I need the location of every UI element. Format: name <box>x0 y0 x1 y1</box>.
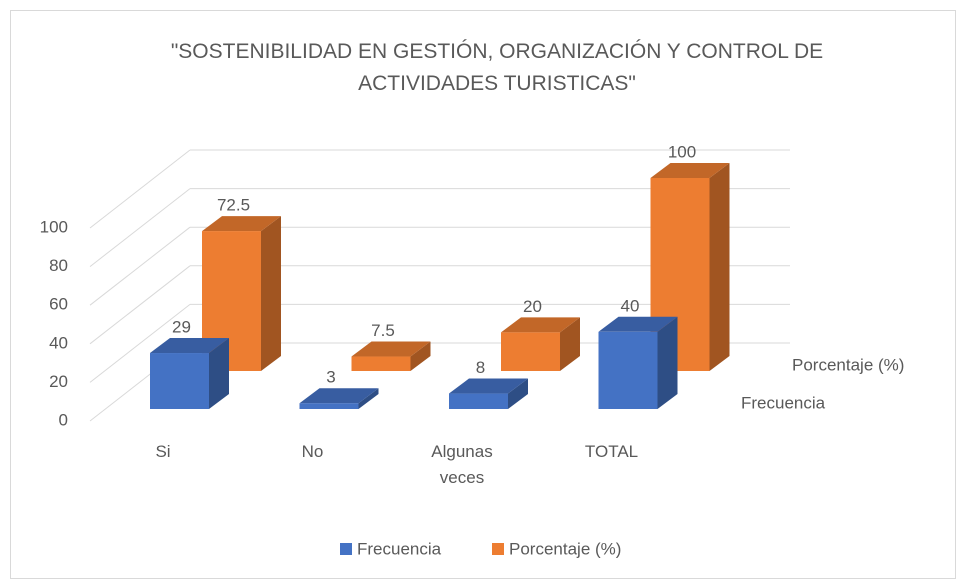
bar <box>202 216 281 371</box>
bar-front <box>299 403 359 409</box>
bar-side <box>261 216 281 371</box>
y-tick-label: 60 <box>49 295 68 314</box>
y-tick-label: 0 <box>59 410 68 429</box>
bar <box>299 388 379 409</box>
data-label: 40 <box>621 296 640 315</box>
x-tick-label: Algunas veces <box>431 442 493 487</box>
bar <box>598 316 678 409</box>
grid-line <box>89 188 191 267</box>
legend-label: Frecuencia <box>357 539 442 558</box>
legend-swatch <box>492 543 504 555</box>
data-label: 20 <box>523 297 542 316</box>
bar <box>449 378 528 409</box>
data-label: 8 <box>476 358 485 377</box>
y-tick-label: 20 <box>49 372 68 391</box>
bar-top <box>351 341 431 357</box>
y-tick-label: 80 <box>49 256 68 275</box>
bar-side <box>560 317 580 371</box>
bar-top <box>449 378 528 394</box>
x-tick-label: No <box>301 442 324 461</box>
data-label: 29 <box>172 318 191 337</box>
x-tick-label: Si <box>155 442 171 461</box>
bar-side <box>209 338 229 409</box>
bar-top <box>598 316 678 332</box>
bar-side <box>709 163 730 371</box>
bar-side <box>508 378 528 409</box>
grid-line <box>89 304 191 383</box>
depth-axis-label: Frecuencia <box>741 393 826 412</box>
bar-front <box>351 356 411 371</box>
bar-top <box>150 338 229 354</box>
grid-line <box>89 149 191 229</box>
bar-side <box>657 316 678 409</box>
bar-front <box>449 393 508 409</box>
legend-swatch <box>340 543 352 555</box>
chart-border <box>10 10 956 579</box>
bar <box>650 163 730 371</box>
bar <box>501 317 580 371</box>
bar-top <box>650 163 730 178</box>
data-label: 100 <box>668 142 696 161</box>
bar <box>351 341 431 371</box>
bar-top <box>299 388 379 404</box>
bar-top <box>501 317 580 333</box>
data-label: 72.5 <box>217 196 250 215</box>
bar-top <box>202 216 281 232</box>
grid-line <box>89 265 191 345</box>
data-label: 3 <box>326 368 335 387</box>
x-tick-label: TOTAL <box>584 442 639 461</box>
depth-axis-label: Porcentaje (%) <box>792 355 904 374</box>
bar <box>150 338 229 409</box>
bar-side <box>410 341 431 371</box>
y-tick-label: 100 <box>40 217 68 236</box>
bar-side <box>358 388 379 409</box>
bar-front <box>150 353 209 409</box>
grid-line <box>89 226 191 306</box>
data-label: 7.5 <box>371 321 395 340</box>
bar-front <box>598 331 658 409</box>
y-tick-label: 40 <box>49 333 68 352</box>
chart-title: "SOSTENIBILIDAD EN GESTIÓN, ORGANIZACIÓN… <box>170 40 824 95</box>
bar-front <box>501 332 560 371</box>
legend-label: Porcentaje (%) <box>509 539 621 558</box>
